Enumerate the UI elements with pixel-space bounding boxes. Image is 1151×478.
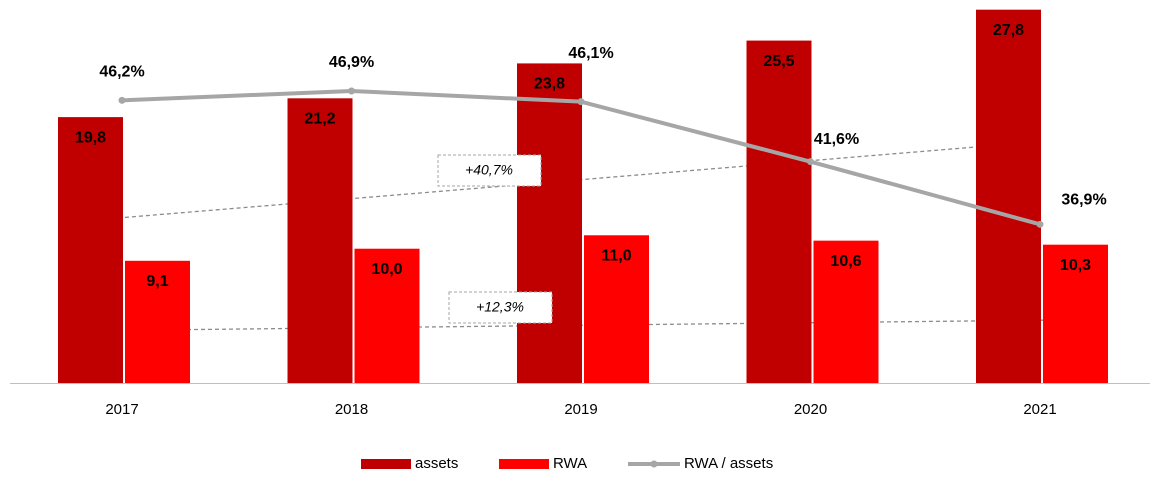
x-tick-label: 2020 <box>794 401 827 418</box>
bar <box>1043 244 1108 383</box>
line-marker <box>807 158 814 166</box>
legend-swatch <box>361 459 411 469</box>
bar <box>976 9 1041 384</box>
data-label: 41,6% <box>814 131 859 148</box>
bar <box>517 63 582 384</box>
legend-label: RWA <box>553 455 587 472</box>
data-label: 19,8 <box>75 129 106 146</box>
legend-label: assets <box>415 455 458 472</box>
line-marker <box>1036 220 1044 228</box>
data-label: 23,8 <box>534 76 565 93</box>
data-label: 10,0 <box>371 261 402 278</box>
bar <box>58 117 123 383</box>
data-label: 9,1 <box>146 273 168 290</box>
data-label: 21,2 <box>304 111 335 128</box>
data-label: 36,9% <box>1061 192 1106 209</box>
bar <box>746 40 812 383</box>
legend-label: RWA / assets <box>684 455 773 472</box>
data-label: 10,3 <box>1060 257 1091 274</box>
bar <box>584 235 649 383</box>
bar <box>354 248 420 383</box>
data-label: 11,0 <box>601 248 631 265</box>
bar <box>125 260 190 383</box>
x-tick-label: 2019 <box>564 401 597 418</box>
annotation: +40,7% <box>465 162 513 178</box>
annotation-box <box>437 154 542 187</box>
x-tick-label: 2017 <box>105 401 138 418</box>
data-label: 46,2% <box>99 64 144 81</box>
line-marker <box>118 96 126 104</box>
annotation-box <box>448 291 553 324</box>
data-label: 25,5 <box>763 53 794 70</box>
x-tick-label: 2021 <box>1023 401 1056 418</box>
data-label: 46,9% <box>329 54 374 71</box>
data-label: 10,6 <box>830 253 861 270</box>
bar <box>287 98 353 384</box>
line-marker <box>348 87 355 95</box>
data-label: 46,1% <box>568 45 613 62</box>
legend-swatch <box>650 460 658 468</box>
data-label: 27,8 <box>993 22 1024 39</box>
annotation: +12,3% <box>476 299 524 315</box>
x-tick-label: 2018 <box>335 401 368 418</box>
bar <box>813 240 879 383</box>
legend-swatch <box>499 459 549 469</box>
line-marker <box>577 98 585 106</box>
